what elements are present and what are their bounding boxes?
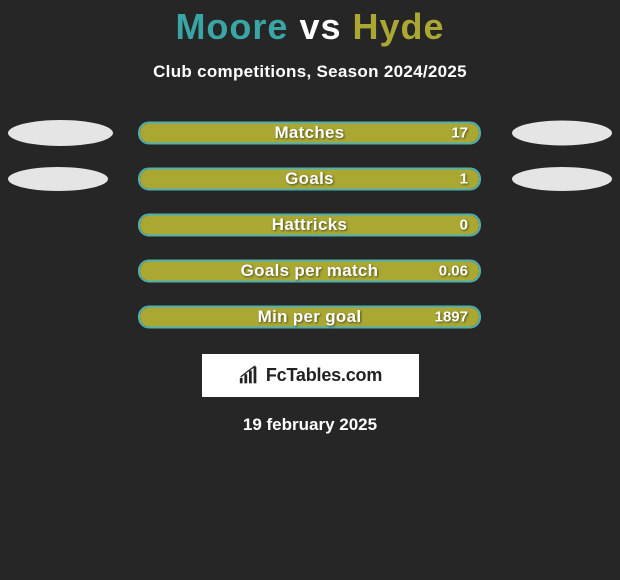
stat-bar-fill — [140, 262, 479, 281]
stat-row: Min per goal1897 — [0, 294, 620, 340]
brand-text: FcTables.com — [266, 365, 382, 386]
stat-bar-track — [138, 306, 481, 329]
stat-bar-track — [138, 168, 481, 191]
player1-mark — [8, 167, 108, 191]
stat-row: Goals per match0.06 — [0, 248, 620, 294]
comparison-chart: Matches17Goals1Hattricks0Goals per match… — [0, 110, 620, 340]
stat-row: Hattricks0 — [0, 202, 620, 248]
player2-mark — [512, 121, 612, 146]
stat-row: Matches17 — [0, 110, 620, 156]
player2-mark — [512, 167, 612, 191]
page-title: Moore vs Hyde — [0, 0, 620, 48]
stat-row: Goals1 — [0, 156, 620, 202]
stat-bar-fill — [140, 216, 479, 235]
subtitle: Club competitions, Season 2024/2025 — [0, 62, 620, 82]
title-vs: vs — [299, 6, 341, 47]
player1-mark — [8, 120, 113, 146]
stat-bar-track — [138, 260, 481, 283]
brand-chart-icon — [238, 365, 260, 387]
brand-badge: FcTables.com — [202, 354, 419, 397]
stat-bar-fill — [140, 170, 479, 189]
stat-bar-track — [138, 122, 481, 145]
title-player2: Hyde — [353, 6, 445, 47]
title-player1: Moore — [175, 6, 288, 47]
stat-bar-track — [138, 214, 481, 237]
stat-bar-fill — [140, 124, 479, 143]
date-stamp: 19 february 2025 — [0, 415, 620, 435]
stat-bar-fill — [140, 308, 479, 327]
